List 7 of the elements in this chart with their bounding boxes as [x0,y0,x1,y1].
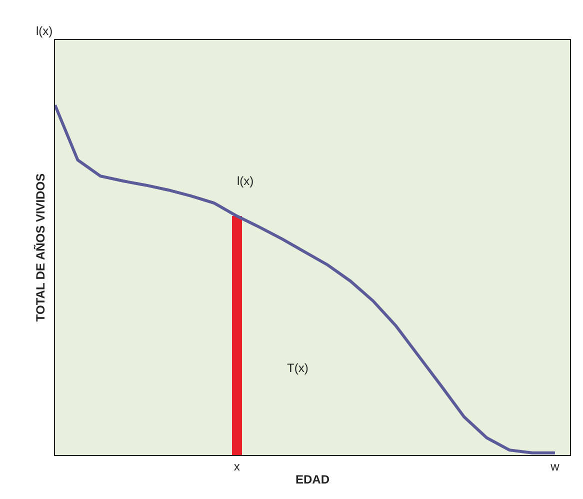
annotation: T(x) [287,361,308,375]
y-axis-title: TOTAL DE AÑOS VIVIDOS [33,173,48,322]
x-tick-label: w [550,459,560,474]
x-axis-title: EDAD [295,472,330,486]
annotation: l(x) [237,174,254,188]
text: l(x) [36,24,53,38]
x-tick-label: x [234,459,240,474]
